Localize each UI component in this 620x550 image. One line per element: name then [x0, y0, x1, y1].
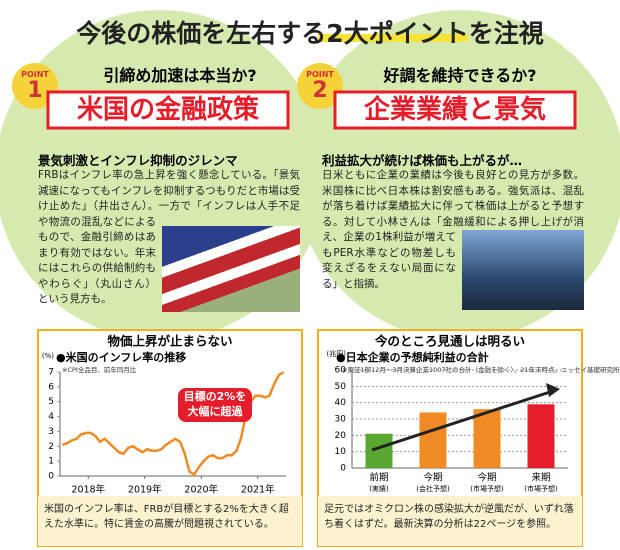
- y-tick-label: 2: [48, 442, 54, 452]
- article: 日米ともに企業の業績は今後も良好との見方が多数。米国株に比べ日本株は割安感もある…: [322, 168, 584, 310]
- annotation-box: [178, 388, 252, 422]
- y-tick-label: 4: [48, 412, 54, 422]
- badge-number: 2: [312, 78, 328, 103]
- chart-note: ※CPI全品目、前年同月比: [62, 365, 137, 374]
- line: [61, 370, 285, 477]
- y-axis-label: (兆円): [327, 349, 347, 358]
- badge-label: POINT: [306, 70, 334, 79]
- x-tick-label: 2020年: [184, 484, 218, 496]
- badge-label: POINT: [21, 70, 49, 79]
- panel-title: 今のところ見通しは明るい: [374, 334, 525, 349]
- heading: 利益拡大が続けば株価も上がるが…: [322, 153, 523, 168]
- y-tick-label: 3: [48, 427, 54, 437]
- y-tick-label: 20: [335, 431, 347, 441]
- bar: [365, 433, 393, 468]
- annotation: 目標の2%を: [184, 389, 247, 403]
- y-tick-label: 10: [335, 447, 347, 457]
- heading: 景気刺激とインフレ抑制のジレンマ: [38, 153, 238, 168]
- chart-title: ●米国のインフレ率の推移: [56, 350, 186, 364]
- question: 引締め加速は本当か?: [103, 66, 257, 85]
- x-tick-label: 前期: [369, 472, 388, 484]
- y-tick-label: 0: [48, 472, 54, 482]
- page-title: 今後の株価を左右する2大ポイントを注視: [76, 19, 544, 48]
- body-text: 日米ともに企業の業績は今後も良好との見方が多数。米国株に比べ日本株は割安感もある…: [322, 169, 584, 290]
- y-tick-label: 60: [335, 366, 347, 376]
- x-tick-label: 来期: [531, 473, 550, 484]
- y-tick-label: 50: [335, 382, 347, 392]
- y-tick-label: 1: [48, 457, 54, 467]
- x-tick-label: 2019年: [128, 484, 162, 496]
- x-tick-label: 今期: [477, 472, 496, 484]
- theme-box: [46, 90, 290, 130]
- body-text: FRBはインフレ率の急上昇を強く懸念している。「景気減速になってもインフレを抑制…: [38, 169, 300, 305]
- photo: [162, 226, 300, 312]
- article: FRBはインフレ率の急上昇を強く懸念している。「景気減速になってもインフレを抑制…: [38, 168, 300, 312]
- caption-bg: [38, 496, 302, 546]
- annotation: 大幅に超過: [188, 404, 244, 418]
- badge: [297, 63, 343, 109]
- badge-number: 1: [27, 78, 43, 103]
- arrow-head: [546, 383, 560, 397]
- panel-title: 物価上昇が止まらない: [107, 334, 232, 349]
- trend-arrow: [371, 390, 551, 452]
- x-tick-label: 今期: [423, 472, 442, 484]
- caption-bg: [318, 496, 582, 546]
- x-tick-note: (実績): [369, 484, 389, 493]
- y-tick-label: 40: [335, 398, 347, 408]
- y-tick-label: 5: [48, 397, 54, 407]
- x-tick-label: 2018年: [71, 484, 105, 496]
- highlight: [318, 34, 468, 42]
- question: 好調を維持できるか?: [383, 66, 537, 85]
- y-tick-label: 0: [340, 464, 346, 474]
- caption: 足元ではオミクロン株の感染拡大が逆風だが、いずれ落ち着くはずだ。最新決算の分析は…: [324, 504, 574, 530]
- y-tick-label: 30: [335, 415, 347, 425]
- caption: 米国のインフレ率は、FRBが目標とする2%を大きく超えた水準に。特に賃金の高騰が…: [44, 504, 289, 530]
- bar: [473, 409, 501, 468]
- bar: [419, 412, 447, 468]
- y-axis-label: (%): [42, 352, 54, 360]
- theme-box: [333, 90, 577, 130]
- y-tick-label: 6: [48, 382, 54, 392]
- x-tick-note: (市場予想): [470, 484, 504, 493]
- x-tick-note: (市場予想): [524, 484, 558, 493]
- theme: 米国の金融政策: [76, 95, 259, 125]
- x-tick-label: 2021年: [241, 484, 275, 496]
- photo: [462, 230, 584, 310]
- y-tick-label: 7: [48, 368, 54, 378]
- x-tick-note: (会社予想): [416, 484, 450, 493]
- bar: [527, 404, 555, 468]
- theme: 企業業績と景気: [363, 95, 546, 125]
- chart-title: ●日本企業の予想純利益の合計: [336, 350, 489, 364]
